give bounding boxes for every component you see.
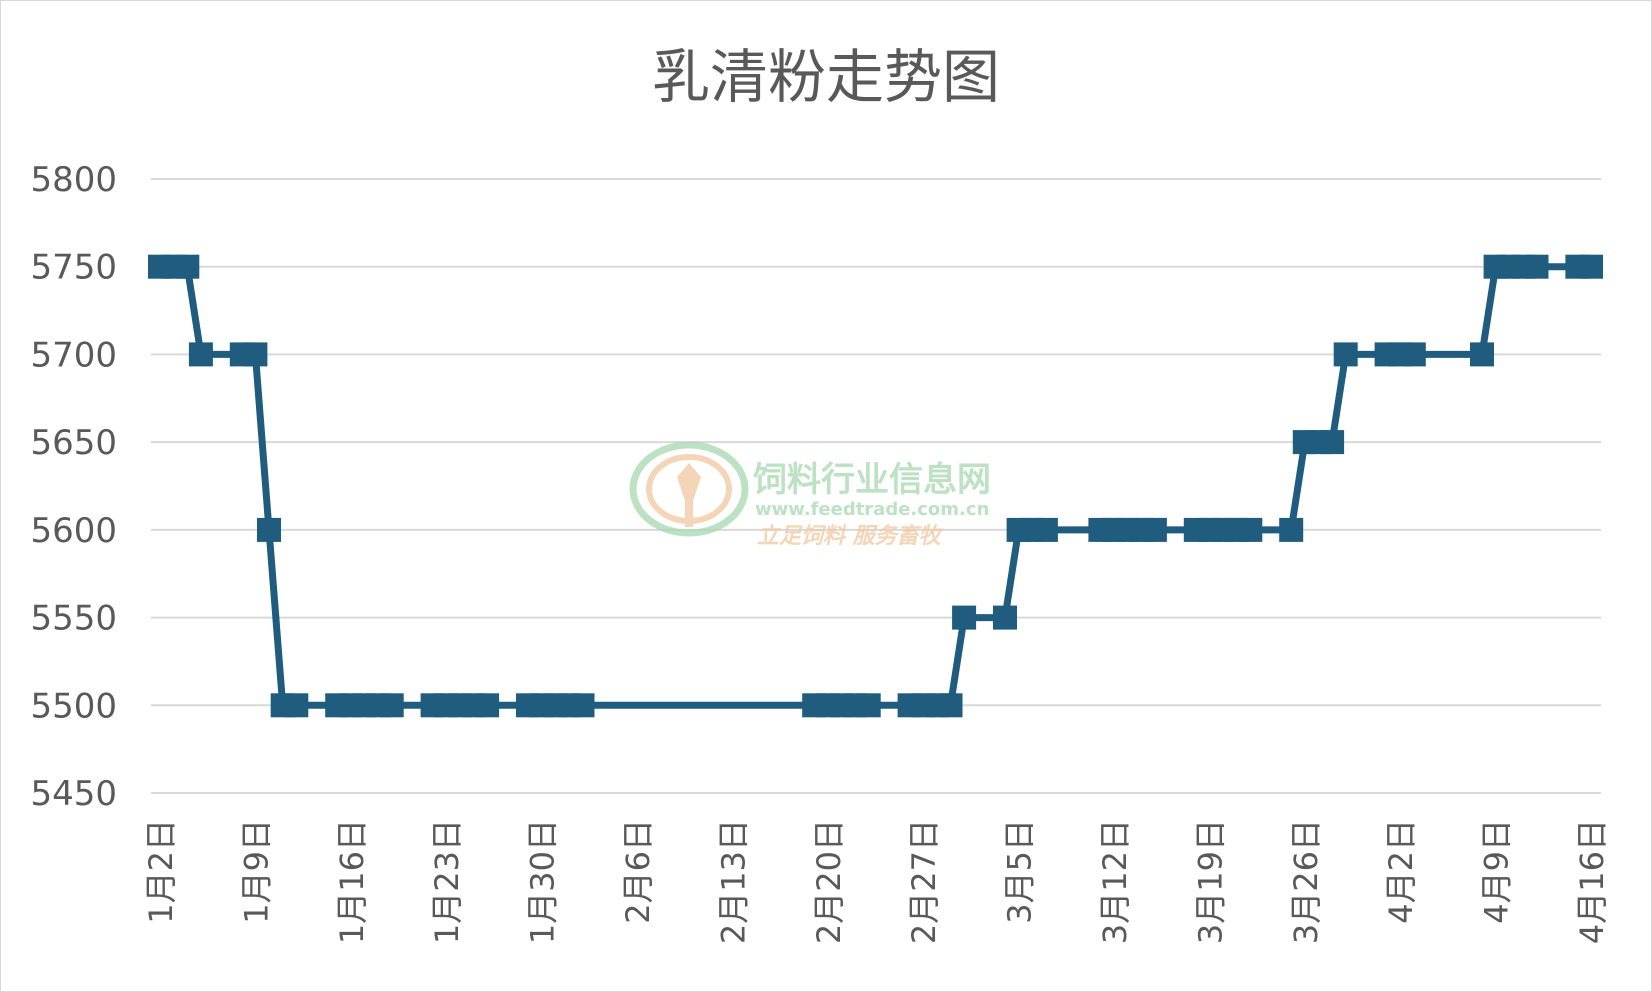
y-tick-label: 5600 xyxy=(30,511,117,551)
data-point-marker xyxy=(1333,342,1358,367)
data-point-marker xyxy=(1320,430,1345,455)
x-tick-label: 4月9日 xyxy=(1478,819,1516,924)
x-tick-label: 3月5日 xyxy=(1001,819,1039,924)
x-tick-label: 1月16日 xyxy=(333,819,371,944)
data-point-marker xyxy=(243,342,268,367)
watermark-logo-icon xyxy=(629,441,749,537)
data-point-marker xyxy=(175,254,200,279)
chart-title: 乳清粉走势图 xyxy=(652,43,1000,111)
data-point-marker xyxy=(1279,517,1304,542)
x-tick-label: 1月30日 xyxy=(524,819,562,944)
y-tick-label: 5700 xyxy=(30,335,117,375)
watermark-name: 饲料行业信息网 xyxy=(753,460,991,500)
x-tick-label: 2月27日 xyxy=(905,819,943,944)
x-tick-label: 4月16日 xyxy=(1573,819,1611,944)
data-point-marker xyxy=(1524,254,1549,279)
data-point-marker xyxy=(1033,517,1058,542)
x-tick-label: 2月6日 xyxy=(619,819,657,924)
x-tick-label: 1月2日 xyxy=(142,819,180,924)
data-point-marker xyxy=(1401,342,1426,367)
series-markers xyxy=(148,254,1603,718)
data-point-marker xyxy=(570,693,595,718)
data-point-marker xyxy=(938,693,963,718)
x-tick-label: 2月13日 xyxy=(714,819,752,944)
x-axis-ticks: 1月2日 1月9日 1月16日 1月23日 1月30日 2月6日 2月13日 2月20日 2月2… xyxy=(142,819,1611,944)
data-point-marker xyxy=(952,605,977,630)
y-tick-label: 5750 xyxy=(30,248,117,288)
data-point-marker xyxy=(1579,254,1603,279)
x-tick-label: 1月9日 xyxy=(237,819,275,924)
x-tick-label: 1月23日 xyxy=(428,819,466,944)
data-point-marker xyxy=(188,342,213,367)
data-point-marker xyxy=(475,693,500,718)
x-tick-label: 2月20日 xyxy=(810,819,848,944)
y-tick-label: 5650 xyxy=(30,423,117,463)
x-tick-label: 3月26日 xyxy=(1287,819,1325,944)
y-tick-label: 5800 xyxy=(30,160,117,200)
data-point-marker xyxy=(856,693,881,718)
data-point-marker xyxy=(993,605,1017,630)
watermark: 饲料行业信息网 www.feedtrade.com.cn 立足饲料 服务畜牧 xyxy=(629,441,991,549)
watermark-url: www.feedtrade.com.cn xyxy=(755,499,989,520)
data-point-marker xyxy=(379,693,404,718)
x-tick-label: 3月19日 xyxy=(1191,819,1229,944)
data-point-marker xyxy=(1142,517,1167,542)
y-tick-label: 5450 xyxy=(30,774,117,814)
data-point-marker xyxy=(284,693,309,718)
y-tick-label: 5550 xyxy=(30,599,117,639)
data-point-marker xyxy=(1238,517,1263,542)
data-point-marker xyxy=(257,517,281,542)
x-tick-label: 3月12日 xyxy=(1096,819,1134,944)
y-axis-ticks: 5450 5500 5550 5600 5650 5700 5750 5800 xyxy=(30,160,117,814)
data-point-marker xyxy=(1470,342,1494,367)
x-tick-label: 4月2日 xyxy=(1382,819,1420,924)
y-tick-label: 5500 xyxy=(30,686,117,726)
watermark-slogan: 立足饲料 服务畜牧 xyxy=(757,523,945,549)
